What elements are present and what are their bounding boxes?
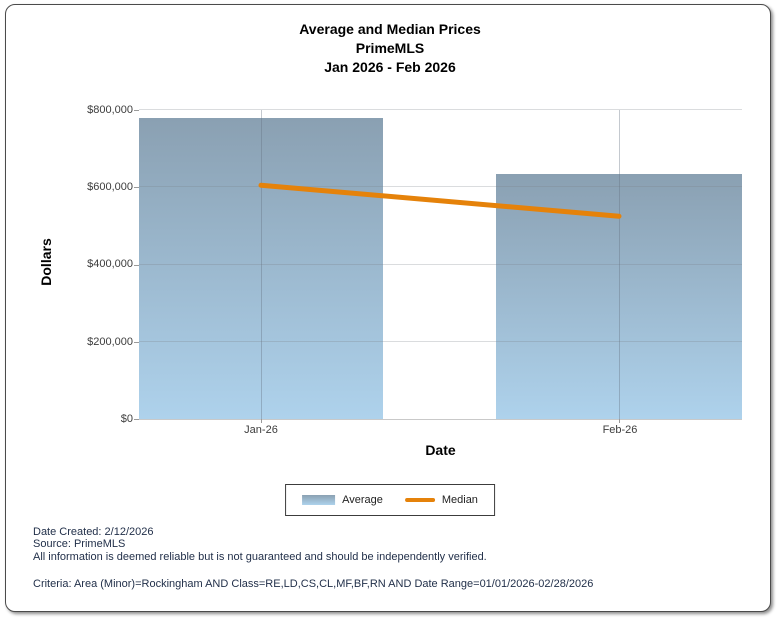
y-tickmark <box>134 341 139 343</box>
ytick-label-400000: $400,000 <box>87 258 133 270</box>
gridline-v <box>261 110 262 419</box>
legend: Average Median <box>285 484 495 516</box>
median-line <box>258 182 622 219</box>
y-axis-title: Dollars <box>38 238 54 286</box>
y-tickmark <box>134 264 139 266</box>
x-tickmark <box>619 419 620 423</box>
ytick-label-200000: $200,000 <box>87 336 133 348</box>
gridline-h <box>139 263 742 265</box>
footer-date-created: Date Created: 2/12/2026 <box>33 526 154 538</box>
plot-area <box>139 109 742 420</box>
ytick-label-0: $0 <box>120 413 133 425</box>
chart-title-line-2: PrimeMLS <box>355 40 425 56</box>
footer-source: Source: PrimeMLS <box>33 538 126 551</box>
ytick-label-600000: $600,000 <box>87 181 133 193</box>
gridline-h <box>139 109 742 110</box>
report-footer: Date Created: 2/12/2026 Source: PrimeMLS… <box>33 526 487 563</box>
gridline-h <box>139 186 742 188</box>
gridline-h <box>139 340 742 342</box>
legend-label-average: Average <box>342 494 383 506</box>
report-criteria: Criteria: Area (Minor)=Rockingham AND Cl… <box>33 578 594 590</box>
legend-label-median: Median <box>441 494 478 506</box>
y-tickmark <box>134 187 139 189</box>
x-axis-title: Date <box>425 442 456 458</box>
chart-title-line-1: Average and Median Prices <box>299 21 481 37</box>
median-line-swatch <box>404 498 435 502</box>
xtick-label-feb: Feb-26 <box>602 424 638 436</box>
footer-disclaimer: All information is deemed reliable but i… <box>33 550 487 563</box>
ytick-label-800000: $800,000 <box>87 104 133 116</box>
average-bar-swatch <box>302 495 336 505</box>
y-tickmark <box>134 110 139 111</box>
chart-title: Average and Median Prices PrimeMLS Jan 2… <box>0 20 780 77</box>
y-tickmark <box>134 419 139 420</box>
xtick-label-jan: Jan-26 <box>244 424 278 436</box>
gridline-v <box>619 110 620 419</box>
bar-Jan-26 <box>139 117 383 419</box>
x-tickmark <box>261 419 262 423</box>
chart-title-line-3: Jan 2026 - Feb 2026 <box>324 59 456 75</box>
